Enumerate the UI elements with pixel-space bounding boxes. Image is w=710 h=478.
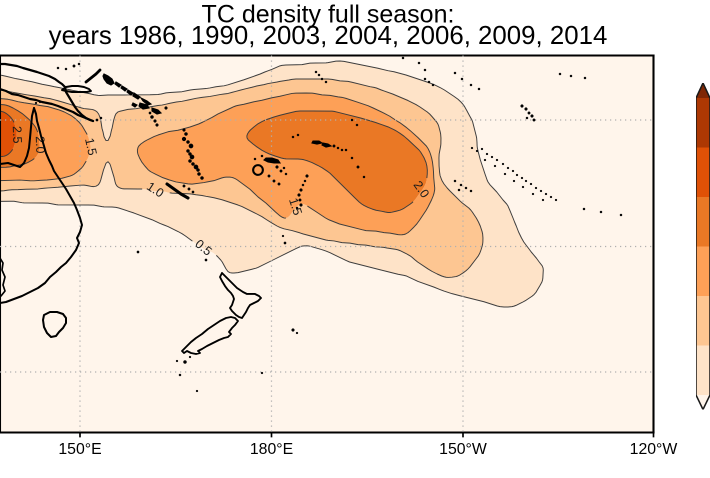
svg-text:150°E: 150°E: [58, 441, 101, 458]
svg-text:120°W: 120°W: [630, 441, 678, 458]
svg-text:2.0: 2.0: [33, 136, 48, 154]
svg-text:1.5: 1.5: [286, 196, 305, 217]
svg-text:TC density full season:: TC density full season:: [202, 1, 455, 29]
svg-text:2.5: 2.5: [10, 126, 25, 144]
svg-text:1.5: 1.5: [82, 137, 99, 157]
svg-text:years 1986, 1990, 2003, 2004,: years 1986, 1990, 2003, 2004, 2006, 2009…: [49, 22, 608, 50]
svg-text:150°W: 150°W: [439, 441, 487, 458]
svg-text:180°E: 180°E: [250, 441, 293, 458]
